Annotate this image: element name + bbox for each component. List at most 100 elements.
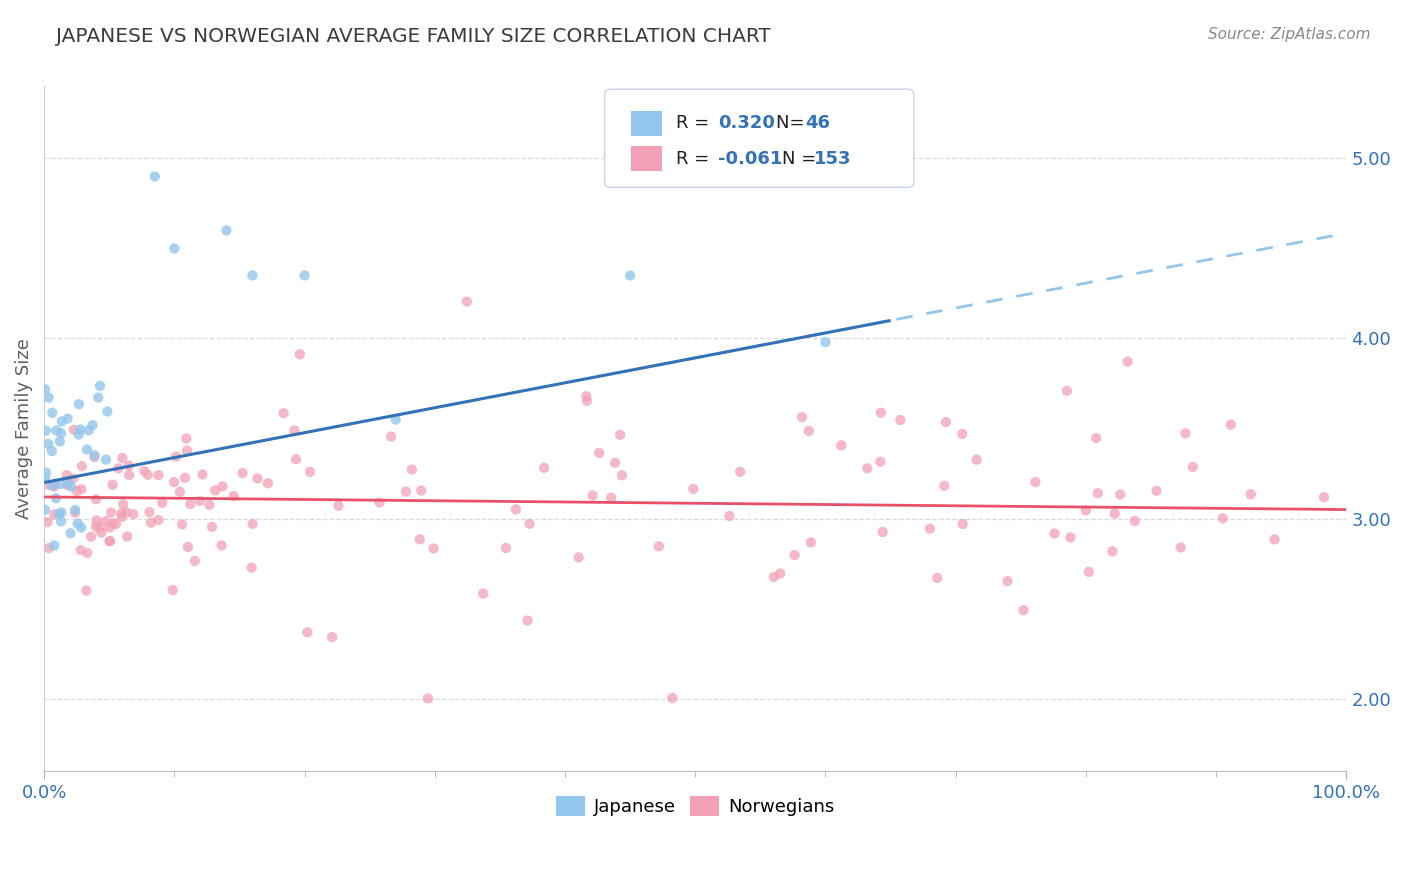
Point <box>1109 487 1132 501</box>
Point <box>661 690 683 705</box>
Point <box>169 484 191 499</box>
Point <box>51 414 73 428</box>
Point <box>872 524 894 539</box>
Point <box>170 517 193 532</box>
Point <box>456 294 478 309</box>
Point <box>222 489 245 503</box>
Point <box>176 432 198 446</box>
Point <box>45 491 67 506</box>
Point <box>76 442 98 457</box>
Point <box>162 583 184 598</box>
Point <box>174 471 197 485</box>
Point <box>472 587 495 601</box>
Point <box>37 477 59 491</box>
Point <box>98 534 121 549</box>
Point <box>59 526 82 541</box>
Point <box>603 456 626 470</box>
Point <box>328 499 350 513</box>
Point <box>495 541 517 555</box>
Point <box>231 466 253 480</box>
Point <box>150 496 173 510</box>
Point <box>718 508 741 523</box>
Point <box>1087 486 1109 500</box>
Point <box>1085 431 1108 445</box>
Point <box>143 169 166 184</box>
Point <box>1264 533 1286 547</box>
Point <box>568 550 591 565</box>
Point <box>83 450 105 465</box>
Point <box>790 410 813 425</box>
Point <box>55 468 77 483</box>
Point <box>83 449 105 463</box>
Point <box>935 415 957 429</box>
Point <box>118 468 141 483</box>
Point <box>191 467 214 482</box>
Point <box>84 519 107 533</box>
Point <box>56 478 79 492</box>
Point <box>42 508 65 522</box>
Point <box>59 479 82 493</box>
Point <box>610 468 633 483</box>
Point <box>77 424 100 438</box>
Point <box>533 461 555 475</box>
Point <box>34 503 56 517</box>
Point <box>588 446 610 460</box>
Point <box>575 393 598 408</box>
Point <box>104 516 127 531</box>
Point <box>138 505 160 519</box>
Point <box>66 516 89 531</box>
Point <box>204 483 226 498</box>
Text: 153: 153 <box>814 150 852 168</box>
Point <box>110 507 132 521</box>
Point <box>188 494 211 508</box>
Point <box>242 516 264 531</box>
Point <box>82 418 104 433</box>
Point <box>34 382 56 396</box>
Point <box>619 268 641 283</box>
Point <box>100 506 122 520</box>
Point <box>34 470 56 484</box>
Point <box>609 427 631 442</box>
Point <box>44 476 66 491</box>
Point <box>69 423 91 437</box>
Point <box>35 424 58 438</box>
Point <box>165 450 187 464</box>
Point <box>163 475 186 489</box>
Point <box>87 391 110 405</box>
Point <box>198 498 221 512</box>
Point <box>285 452 308 467</box>
Point <box>1146 483 1168 498</box>
Point <box>111 509 134 524</box>
Point <box>49 477 72 491</box>
Point <box>297 625 319 640</box>
Point <box>38 391 60 405</box>
Point <box>86 513 108 527</box>
Point <box>63 423 86 437</box>
Point <box>395 484 418 499</box>
Point <box>1074 503 1097 517</box>
Point <box>184 554 207 568</box>
Point <box>934 479 956 493</box>
Point <box>682 482 704 496</box>
Point <box>211 479 233 493</box>
Point <box>56 411 79 425</box>
Point <box>600 491 623 505</box>
Point <box>283 424 305 438</box>
Point <box>201 520 224 534</box>
Point <box>177 540 200 554</box>
Point <box>368 495 391 509</box>
Point <box>242 268 264 283</box>
Point <box>148 513 170 527</box>
Point <box>41 478 63 492</box>
Point <box>118 458 141 473</box>
Point <box>1077 565 1099 579</box>
Point <box>70 521 93 535</box>
Point <box>94 514 117 528</box>
Point <box>240 560 263 574</box>
Point <box>80 530 103 544</box>
Point <box>288 347 311 361</box>
Point <box>37 515 59 529</box>
Text: 46: 46 <box>806 114 831 132</box>
Point <box>70 459 93 474</box>
Point <box>136 467 159 482</box>
